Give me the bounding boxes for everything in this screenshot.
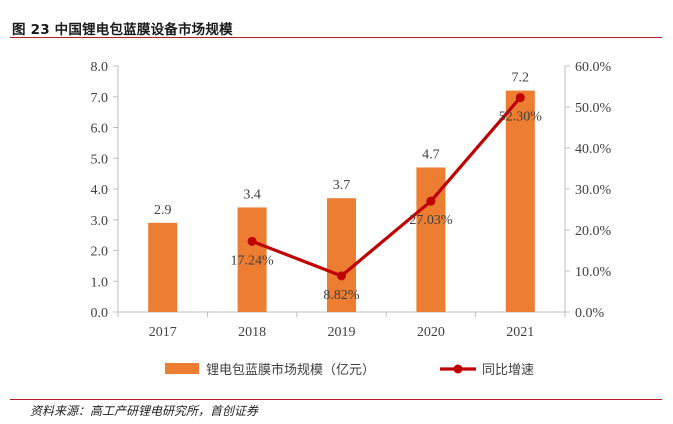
bar-value-label: 7.2 [512,71,530,86]
legend-line-marker [453,364,463,374]
growth-value-label: 17.24% [231,253,275,268]
legend-bar-label: 锂电包蓝膜市场规模（亿元） [206,362,375,378]
y-left-tick-label: 0.0 [91,306,109,321]
line-series [247,93,525,281]
y-right-tick-label: 10.0% [575,265,612,280]
y-left-tick-label: 3.0 [91,214,109,229]
bar [237,207,267,312]
growth-value-label: 27.03% [409,213,453,228]
y-left-tick-label: 6.0 [91,122,109,137]
bar [327,198,356,312]
x-tick-label: 2019 [328,325,356,340]
bar-series [148,90,535,312]
y-right-tick-label: 30.0% [575,183,612,198]
data-labels: 2.9 3.4 3.7 4.7 7.2 17.24% 8.82% 27.03% 52.30% [154,71,542,303]
y-right-tick-label: 40.0% [575,142,612,157]
legend-bar-swatch [165,363,199,374]
title-divider [10,37,662,38]
bar-value-label: 3.4 [243,187,261,202]
figure-title: 图 23 中国锂电包蓝膜设备市场规模 [12,22,233,38]
x-tick-label: 2018 [238,325,266,340]
growth-value-label: 8.82% [323,288,360,303]
y-left-tick-label: 1.0 [91,275,109,290]
axes: 0.0 1.0 2.0 3.0 4.0 5.0 6.0 7.0 8.0 0.0% 10.0% 20.0… [91,60,612,340]
y-right-tick-label: 0.0% [575,306,605,321]
bar-value-label: 3.7 [333,178,351,193]
y-left-tick-label: 7.0 [91,91,109,106]
growth-value-label: 52.30% [499,110,543,125]
growth-point [426,196,436,206]
y-left-tick-label: 4.0 [91,183,109,198]
growth-point [337,271,346,281]
source-divider [10,399,662,400]
bar-value-label: 2.9 [154,203,172,218]
y-left-tick-label: 8.0 [91,60,109,75]
source-note: 资料来源：高工产研锂电研究所，首创证券 [30,404,259,418]
growth-point [515,93,525,103]
x-tick-label: 2017 [149,325,177,340]
y-right-tick-label: 20.0% [575,224,612,239]
legend-line-label: 同比增速 [482,363,534,378]
growth-point [247,236,257,246]
x-tick-label: 2021 [506,325,534,340]
y-right-tick-label: 60.0% [575,60,612,75]
y-left-tick-label: 2.0 [91,245,109,260]
bar-value-label: 4.7 [422,147,440,162]
legend: 锂电包蓝膜市场规模（亿元） 同比增速 [165,362,534,378]
bar [148,222,178,312]
y-right-tick-label: 50.0% [575,101,612,116]
growth-line [251,96,522,278]
y-left-tick-label: 5.0 [91,152,109,167]
bar [505,90,535,312]
x-tick-label: 2020 [417,325,445,340]
